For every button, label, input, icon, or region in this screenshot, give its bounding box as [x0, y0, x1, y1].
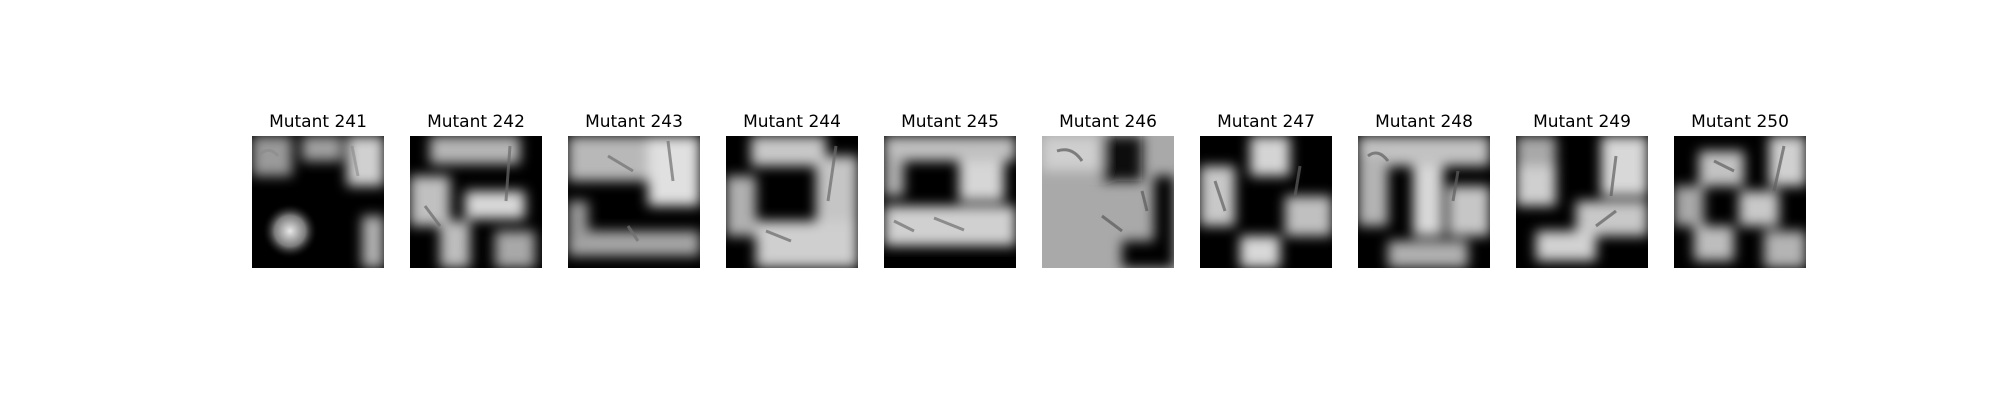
panel-title: Mutant 246: [1059, 112, 1157, 132]
panel-title: Mutant 243: [585, 112, 683, 132]
mutant-image: [1358, 136, 1490, 268]
mutant-panel-241: Mutant 241: [250, 112, 386, 272]
mutant-panel-243: Mutant 243: [566, 112, 702, 272]
mutant-image: [726, 136, 858, 268]
mutant-panel-247: Mutant 247: [1198, 112, 1334, 272]
mutant-panel-250: Mutant 250: [1672, 112, 1808, 272]
panel-title: Mutant 248: [1375, 112, 1473, 132]
mutant-panel-242: Mutant 242: [408, 112, 544, 272]
panel-title: Mutant 245: [901, 112, 999, 132]
mutant-panel-246: Mutant 246: [1040, 112, 1176, 272]
mutant-panel-249: Mutant 249: [1514, 112, 1650, 272]
mutant-panel-244: Mutant 244: [724, 112, 860, 272]
mutant-panel-248: Mutant 248: [1356, 112, 1492, 272]
mutant-image: [884, 136, 1016, 268]
mutant-image: [1200, 136, 1332, 268]
mutant-image: [410, 136, 542, 268]
panel-title: Mutant 249: [1533, 112, 1631, 132]
mutant-panel-245: Mutant 245: [882, 112, 1018, 272]
panel-title: Mutant 242: [427, 112, 525, 132]
panel-title: Mutant 244: [743, 112, 841, 132]
panel-title: Mutant 250: [1691, 112, 1789, 132]
mutant-image: [1042, 136, 1174, 268]
mutant-image: [1516, 136, 1648, 268]
mutant-image: [1674, 136, 1806, 268]
mutant-image: [568, 136, 700, 268]
panel-title: Mutant 247: [1217, 112, 1315, 132]
mutant-image: [252, 136, 384, 268]
panel-title: Mutant 241: [269, 112, 367, 132]
